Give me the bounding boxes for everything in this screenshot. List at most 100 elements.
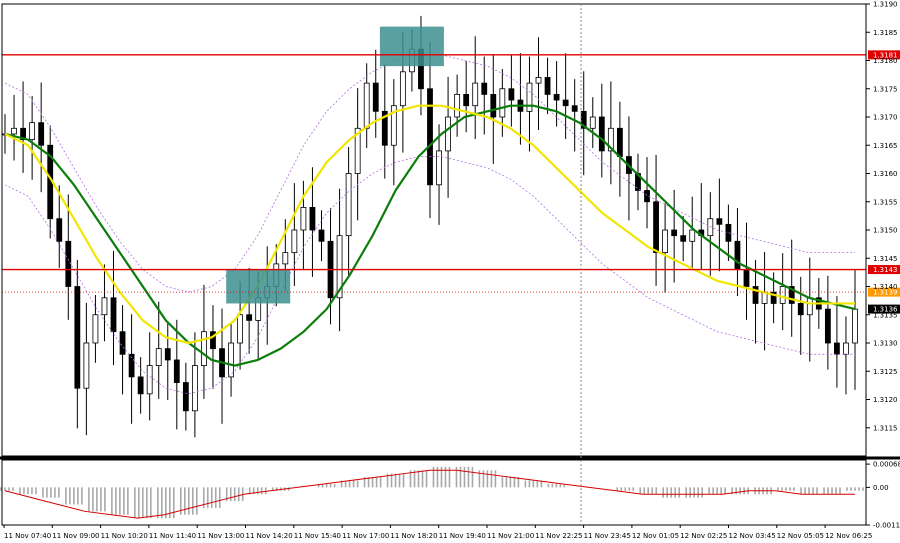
candle-body bbox=[182, 382, 189, 412]
candle-body bbox=[399, 71, 406, 107]
envelope-lower bbox=[4, 156, 855, 395]
candle-body bbox=[680, 235, 687, 242]
candle-body bbox=[454, 94, 461, 118]
candle-body bbox=[834, 342, 840, 355]
candle-body bbox=[146, 365, 153, 395]
last-price-tag bbox=[868, 287, 900, 297]
candle-body bbox=[580, 110, 587, 129]
candle-body bbox=[743, 269, 750, 287]
highlight-zone bbox=[226, 269, 291, 304]
y-tick-label: 1.3115 bbox=[873, 424, 898, 432]
candle-body bbox=[589, 116, 596, 129]
candle-body bbox=[797, 303, 804, 316]
y-tick-label: 1.3190 bbox=[873, 1, 898, 9]
y-tick-label: 1.3155 bbox=[873, 198, 898, 206]
y-tick-label: 1.3165 bbox=[873, 142, 898, 150]
x-tick-label: 11 Nov 19:40 bbox=[439, 532, 486, 540]
x-tick-label: 11 Nov 13:00 bbox=[197, 532, 244, 540]
candle-body bbox=[11, 127, 17, 135]
current-price-tag bbox=[868, 304, 900, 314]
y-tick-label: 1.3135 bbox=[873, 311, 898, 319]
oscillator-panel bbox=[0, 466, 864, 519]
x-tick-label: 12 Nov 03:45 bbox=[729, 532, 776, 540]
candle-body bbox=[671, 229, 678, 237]
candle-body bbox=[155, 348, 162, 366]
price-panel: 1.3181 1.3143 1.3139 1.3136 bbox=[2, 15, 900, 438]
candle-body bbox=[119, 331, 126, 355]
candle-body bbox=[463, 94, 470, 107]
candle-body bbox=[191, 365, 198, 412]
y-tick-label: 1.3175 bbox=[873, 85, 898, 93]
candle-body bbox=[752, 286, 759, 304]
moving-average-line bbox=[4, 104, 855, 345]
y-tick-label: 1.3170 bbox=[873, 114, 898, 122]
x-tick-label: 11 Nov 22:25 bbox=[535, 532, 582, 540]
candle-body bbox=[734, 240, 741, 270]
signal-line bbox=[4, 469, 855, 519]
candle-body bbox=[607, 127, 614, 152]
osc-tick-label: -0.0011 bbox=[873, 522, 900, 530]
x-tick-label: 11 Nov 11:40 bbox=[149, 532, 196, 540]
candle-body bbox=[110, 297, 117, 333]
candle-body bbox=[436, 150, 442, 186]
candle-body bbox=[83, 342, 90, 389]
level-tag-label: 1.3143 bbox=[873, 266, 898, 274]
last-price-label: 1.3139 bbox=[873, 289, 898, 297]
level-tag-label: 1.3181 bbox=[873, 51, 898, 59]
candle-body bbox=[616, 127, 623, 157]
candle-body bbox=[92, 314, 99, 344]
candle-body bbox=[354, 127, 361, 174]
candle-body bbox=[137, 376, 144, 395]
candle-body bbox=[788, 286, 795, 304]
candle-body bbox=[707, 218, 714, 237]
candle-body bbox=[345, 173, 352, 237]
candle-body bbox=[210, 331, 216, 350]
x-tick-label: 12 Nov 05:05 bbox=[777, 532, 824, 540]
candle-body bbox=[843, 342, 849, 355]
candle-body bbox=[38, 122, 45, 146]
x-tick-label: 11 Nov 14:20 bbox=[246, 532, 293, 540]
y-tick-label: 1.3120 bbox=[873, 396, 898, 404]
x-tick-label: 12 Nov 02:25 bbox=[680, 532, 727, 540]
candle-body bbox=[237, 314, 244, 344]
x-tick-label: 11 Nov 18:20 bbox=[390, 532, 437, 540]
x-tick-label: 12 Nov 06:25 bbox=[825, 532, 872, 540]
level-tag bbox=[868, 265, 900, 275]
candle-body bbox=[499, 88, 506, 118]
candle-body bbox=[553, 94, 560, 101]
candle-body bbox=[381, 110, 388, 146]
candle-body bbox=[472, 82, 479, 107]
candle-body bbox=[689, 229, 696, 242]
candle-body bbox=[725, 223, 732, 242]
osc-tick-label: 0.00068 bbox=[873, 461, 900, 469]
candle-body bbox=[508, 88, 515, 101]
y-tick-label: 1.3140 bbox=[873, 283, 898, 291]
candle-body bbox=[65, 240, 72, 287]
candle-body bbox=[490, 94, 497, 118]
candle-body bbox=[29, 122, 36, 141]
osc-tick-label: 0.00 bbox=[873, 484, 889, 492]
candle-body bbox=[481, 82, 488, 95]
level-tag bbox=[868, 50, 900, 60]
candle-body bbox=[291, 229, 298, 254]
candle-body bbox=[779, 286, 786, 304]
x-tick-label: 11 Nov 15:40 bbox=[294, 532, 341, 540]
candle-body bbox=[128, 353, 135, 378]
candle-body bbox=[662, 229, 669, 254]
x-tick-label: 11 Nov 10:20 bbox=[101, 532, 148, 540]
y-tick-label: 1.3145 bbox=[873, 255, 898, 263]
x-tick-label: 11 Nov 21:00 bbox=[487, 532, 534, 540]
candle-body bbox=[309, 206, 316, 231]
candle-body bbox=[598, 116, 605, 152]
candle-body bbox=[201, 331, 207, 367]
candle-body bbox=[20, 127, 26, 141]
candle-body bbox=[716, 218, 723, 225]
candle-body bbox=[806, 297, 813, 316]
x-tick-label: 11 Nov 09:00 bbox=[52, 532, 99, 540]
current-price-label: 1.3136 bbox=[873, 306, 898, 314]
candle-body bbox=[653, 201, 659, 253]
candle-body bbox=[852, 308, 858, 344]
candle-body bbox=[535, 77, 542, 84]
candle-body bbox=[372, 82, 379, 112]
